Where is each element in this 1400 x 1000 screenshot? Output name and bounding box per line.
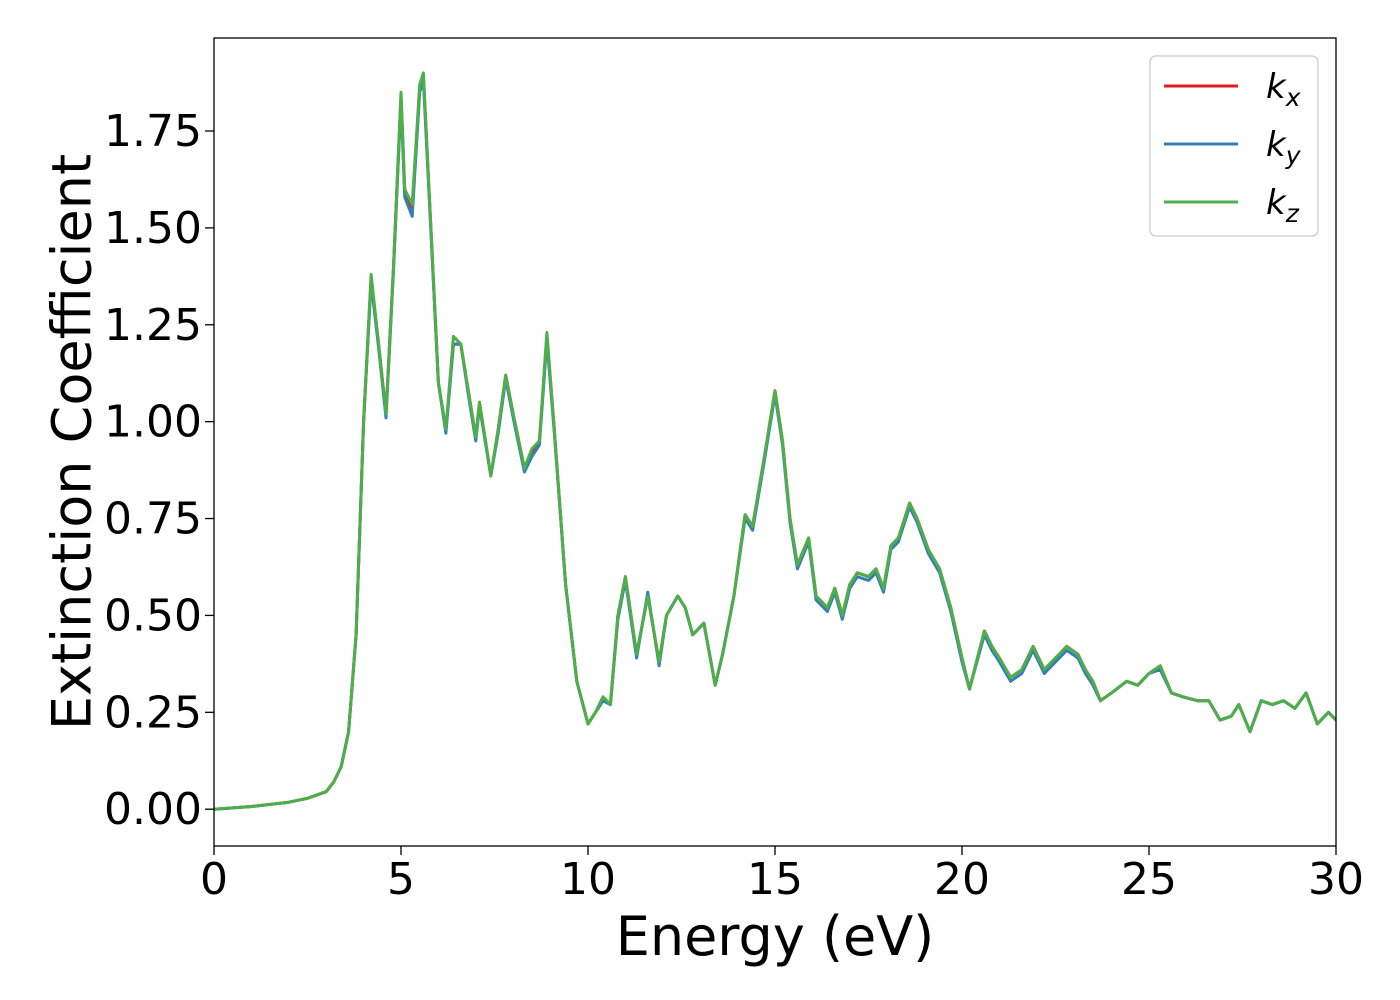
y-tick-label: 0.75 bbox=[104, 494, 202, 545]
legend: kx ky kz bbox=[1149, 55, 1319, 237]
legend-label-kz: kz bbox=[1266, 183, 1300, 228]
axis-ticks: 0 5 10 15 20 25 30 0.00 0.25 0.50 0.75 1.00 1.25 1.50… bbox=[104, 106, 1364, 905]
x-tick-label: 25 bbox=[1121, 854, 1177, 905]
series-line-k-z bbox=[214, 71, 1336, 811]
x-tick-label: 5 bbox=[387, 854, 415, 905]
x-tick-label: 15 bbox=[747, 854, 803, 905]
legend-box bbox=[1149, 55, 1319, 237]
y-tick-label: 1.50 bbox=[104, 203, 202, 254]
y-axis-label: Extinction Coefficient bbox=[41, 154, 104, 730]
x-tick-label: 20 bbox=[934, 854, 990, 905]
legend-label-kx: kx bbox=[1266, 67, 1301, 112]
y-tick-label: 0.25 bbox=[104, 687, 202, 738]
x-axis-label: Energy (eV) bbox=[616, 905, 935, 968]
y-tick-label: 1.75 bbox=[104, 106, 202, 157]
y-tick-label: 1.25 bbox=[104, 300, 202, 351]
x-tick-label: 0 bbox=[200, 854, 228, 905]
y-tick-label: 0.50 bbox=[104, 590, 202, 641]
x-tick-label: 10 bbox=[560, 854, 616, 905]
legend-label-ky: ky bbox=[1266, 125, 1302, 170]
series-layer bbox=[214, 71, 1336, 811]
y-tick-label: 1.00 bbox=[104, 397, 202, 448]
x-tick-label: 30 bbox=[1308, 854, 1364, 905]
y-tick-label: 0.00 bbox=[104, 784, 202, 835]
